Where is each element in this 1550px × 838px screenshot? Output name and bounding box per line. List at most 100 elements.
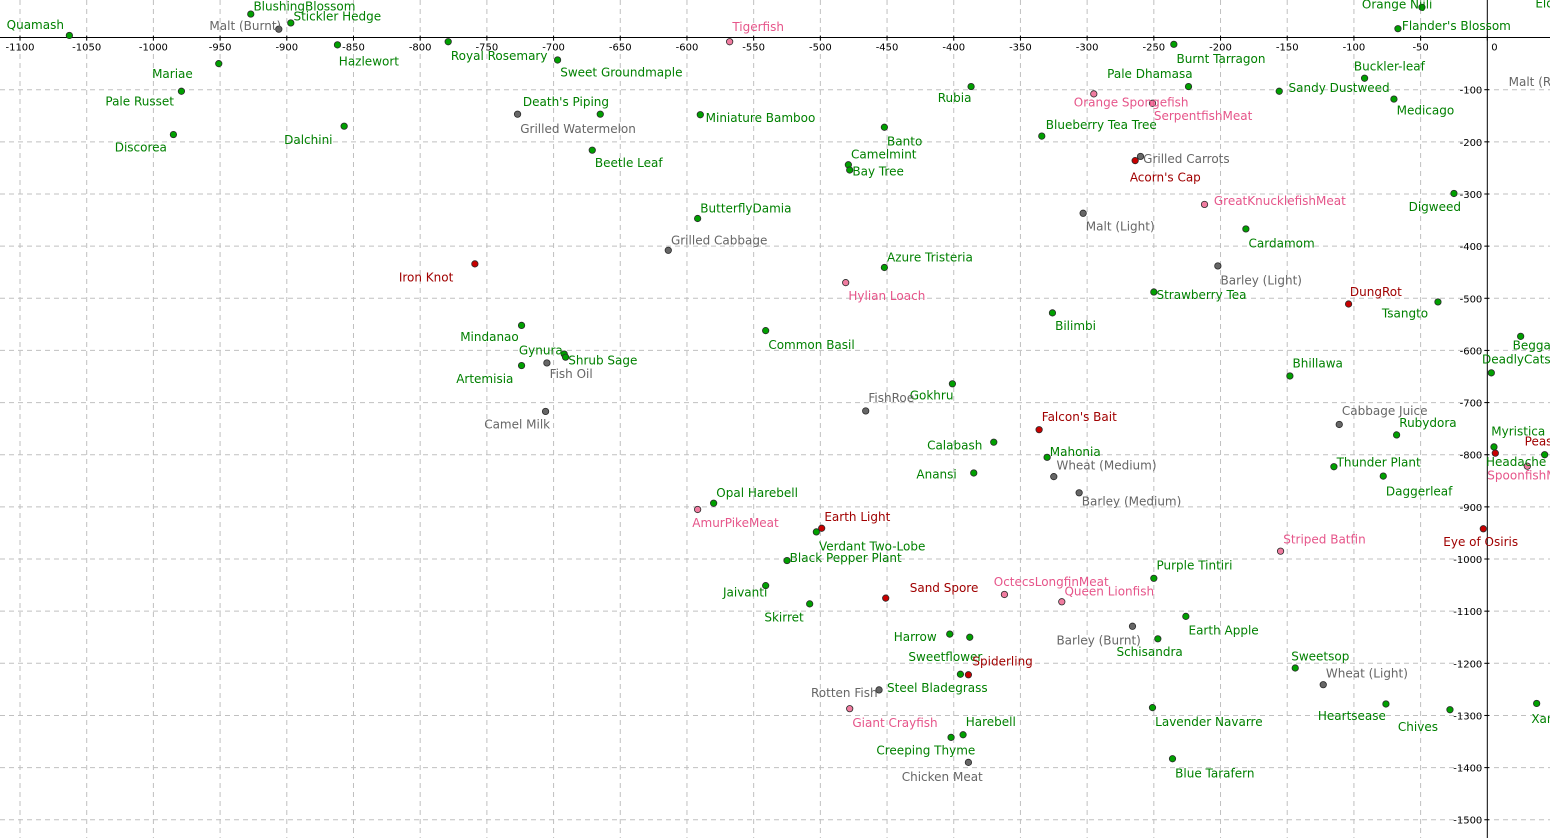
data-point bbox=[846, 166, 854, 174]
point-label: Harrow bbox=[894, 630, 937, 644]
data-point bbox=[1479, 525, 1487, 533]
point-label: Jaivanti bbox=[722, 585, 767, 599]
point-label: Fish Oil bbox=[550, 367, 593, 381]
point-label: Camel Milk bbox=[484, 417, 550, 431]
point-label: SerpentfishMeat bbox=[1154, 109, 1253, 123]
data-point bbox=[1043, 453, 1051, 461]
data-point bbox=[1344, 300, 1353, 308]
data-point bbox=[862, 407, 870, 415]
point-label: GreatKnucklefishMeat bbox=[1214, 194, 1346, 208]
point-label: Verdant Two-Lobe bbox=[819, 539, 925, 553]
point-label: Spiderling bbox=[972, 655, 1032, 669]
point-label: Peasant Foot bbox=[1525, 435, 1550, 449]
point-label: Malt (Raw) bbox=[1509, 75, 1550, 89]
point-label: Royal Rosemary bbox=[451, 49, 548, 63]
point-label: ButterflyDamia bbox=[700, 202, 791, 216]
data-point bbox=[762, 582, 770, 590]
x-tick-label: -500 bbox=[809, 43, 832, 54]
point-label: Sand Spore bbox=[910, 581, 979, 595]
point-label: Malt (Light) bbox=[1086, 219, 1155, 233]
data-point bbox=[1446, 706, 1454, 714]
data-point bbox=[1168, 755, 1177, 763]
data-point bbox=[553, 56, 562, 64]
point-label: Buckler-leaf bbox=[1354, 60, 1426, 74]
point-label: Chives bbox=[1398, 720, 1438, 734]
y-tick-label: -1200 bbox=[1453, 659, 1482, 670]
data-point bbox=[1000, 590, 1009, 599]
data-point bbox=[964, 671, 973, 679]
data-point bbox=[947, 733, 955, 741]
data-point bbox=[1276, 547, 1285, 555]
point-label: Earth Light bbox=[824, 510, 890, 524]
point-label: DeadlyCatsclaw bbox=[1482, 352, 1550, 366]
x-tick-label: -450 bbox=[876, 43, 899, 54]
data-point bbox=[517, 321, 526, 329]
data-point bbox=[287, 19, 295, 27]
point-label: Medicago bbox=[1397, 104, 1455, 118]
point-label: AmurPikeMeat bbox=[692, 516, 779, 530]
data-point bbox=[1418, 3, 1426, 11]
data-point bbox=[517, 361, 526, 370]
point-label: Bilimbi bbox=[1055, 319, 1096, 333]
point-label: Myristica bbox=[1491, 424, 1545, 438]
x-tick-label: -250 bbox=[1142, 43, 1165, 54]
data-point bbox=[966, 633, 974, 641]
data-point bbox=[694, 505, 702, 514]
data-point bbox=[1330, 463, 1338, 471]
point-label: Digweed bbox=[1409, 200, 1461, 214]
point-label: Discorea bbox=[115, 141, 167, 155]
point-label: Cardamom bbox=[1249, 237, 1315, 251]
point-label: Death's Piping bbox=[523, 95, 609, 109]
point-label: Grilled Watermelon bbox=[520, 122, 636, 136]
y-tick-label: -300 bbox=[1460, 190, 1483, 201]
point-label: BlushingBlossom bbox=[253, 0, 355, 13]
x-tick-label: -600 bbox=[676, 43, 699, 54]
point-label: Skirret bbox=[764, 610, 804, 624]
point-label: Iron Knot bbox=[399, 270, 454, 284]
data-point bbox=[959, 731, 967, 739]
data-point bbox=[1490, 443, 1498, 451]
data-point bbox=[1131, 157, 1139, 165]
data-point bbox=[806, 600, 814, 608]
point-label: Anansi bbox=[916, 468, 956, 482]
point-label: Sweetflower bbox=[908, 650, 982, 664]
y-tick-label: -400 bbox=[1460, 242, 1483, 253]
point-label: Barley (Burnt) bbox=[1056, 633, 1140, 647]
y-tick-label: -1000 bbox=[1453, 555, 1482, 566]
point-label: Dalchini bbox=[284, 133, 332, 147]
data-point bbox=[1450, 189, 1458, 198]
data-point bbox=[818, 524, 826, 532]
point-label: Miniature Bamboo bbox=[706, 111, 816, 125]
point-label: Banto bbox=[887, 134, 922, 148]
data-point bbox=[1393, 431, 1401, 439]
x-tick-label: -1000 bbox=[139, 43, 168, 54]
point-label: Mariae bbox=[152, 67, 193, 81]
point-label: Sandy Dustweed bbox=[1289, 81, 1390, 95]
point-label: Sweet Groundmaple bbox=[560, 65, 682, 79]
data-point bbox=[1291, 664, 1299, 672]
point-label: Gynura bbox=[519, 343, 563, 357]
data-point bbox=[1517, 332, 1525, 340]
point-label: Malt (Burnt) bbox=[209, 19, 281, 33]
data-point bbox=[990, 438, 998, 446]
point-label: Falcon's Bait bbox=[1042, 410, 1117, 424]
data-point bbox=[1286, 372, 1294, 380]
x-tick-label: -800 bbox=[409, 43, 432, 54]
point-label: SpoonfishMeat bbox=[1487, 469, 1550, 483]
point-label: Artemisia bbox=[456, 372, 513, 386]
data-point bbox=[1379, 472, 1387, 480]
data-point bbox=[247, 10, 255, 18]
data-point bbox=[1242, 225, 1250, 233]
point-label: Gokhru bbox=[910, 388, 954, 402]
point-label: Creeping Thyme bbox=[876, 743, 975, 757]
x-tick-label: -950 bbox=[209, 43, 232, 54]
data-point bbox=[65, 31, 73, 40]
x-tick-label: -700 bbox=[542, 43, 565, 54]
data-point bbox=[1382, 700, 1390, 708]
x-tick-label: -150 bbox=[1276, 43, 1299, 54]
data-point bbox=[664, 246, 672, 254]
y-tick-label: -1100 bbox=[1453, 607, 1482, 618]
